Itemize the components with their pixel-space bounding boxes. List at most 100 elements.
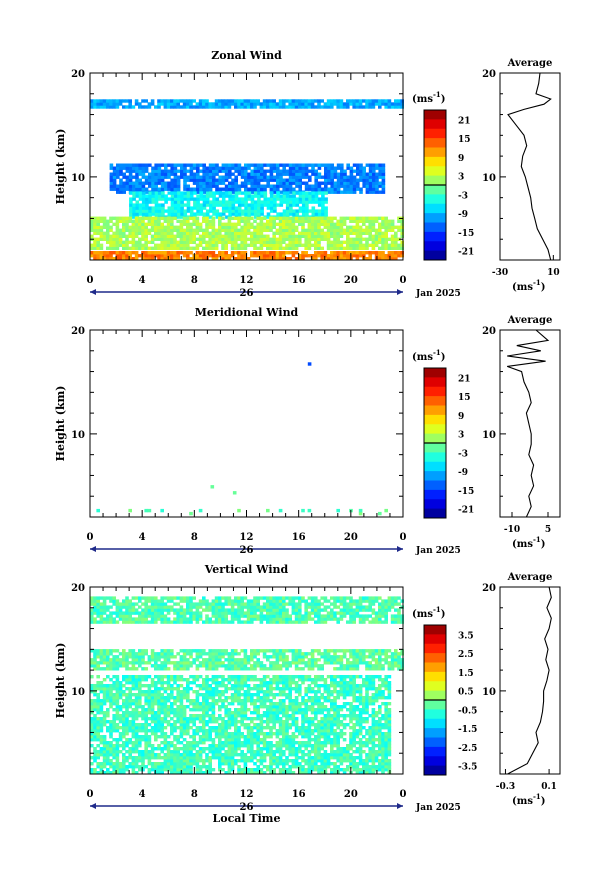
heatmap-cell xyxy=(163,620,168,624)
heatmap-cell xyxy=(144,216,148,220)
heatmap-cell xyxy=(228,187,232,191)
heatmap-cell xyxy=(230,225,235,229)
heatmap-cell xyxy=(291,243,296,247)
heatmap-cell xyxy=(317,225,321,229)
heatmap-cell xyxy=(134,219,139,223)
heatmap-cell xyxy=(352,756,356,760)
heatmap-cell xyxy=(157,212,162,216)
heatmap-cell xyxy=(295,169,299,173)
heatmap-cell xyxy=(106,658,110,662)
heatmap-cell xyxy=(346,190,350,194)
heatmap-cell xyxy=(272,605,276,609)
heatmap-cell xyxy=(176,771,180,775)
heatmap-cell xyxy=(375,190,379,194)
heatmap-cell xyxy=(285,212,290,216)
heatmap-cell xyxy=(314,649,318,653)
heatmap-cell xyxy=(298,602,302,606)
heatmap-cell xyxy=(160,169,165,173)
heatmap-cell xyxy=(394,608,398,612)
heatmap-cell xyxy=(244,181,248,185)
heatmap-cell xyxy=(294,216,299,220)
heatmap-cell xyxy=(368,599,372,603)
heatmap-cell xyxy=(116,163,120,167)
heatmap-cell xyxy=(253,200,258,204)
heatmap-cell xyxy=(285,661,289,665)
heatmap-cell xyxy=(115,216,120,220)
heatmap-cell xyxy=(225,206,229,210)
heatmap-cell xyxy=(314,762,318,766)
heatmap-cell xyxy=(294,246,299,250)
heatmap-cell xyxy=(135,181,139,185)
heatmap-cell xyxy=(173,234,177,238)
heatmap-cell xyxy=(99,225,104,229)
heatmap-cell xyxy=(250,225,254,229)
heatmap-cell xyxy=(272,753,276,757)
heatmap-cell xyxy=(96,240,100,244)
heatmap-cell xyxy=(202,246,206,250)
heatmap-cell xyxy=(151,197,156,201)
heatmap-cell xyxy=(240,768,244,772)
heatmap-cell xyxy=(131,765,136,769)
heatmap-cell xyxy=(259,661,264,665)
heatmap-cell xyxy=(250,187,254,191)
heatmap-cell xyxy=(122,228,126,232)
heatmap-cell xyxy=(243,762,248,766)
heatmap-cell xyxy=(307,759,312,763)
heatmap-cell xyxy=(397,243,401,247)
heatmap-cell xyxy=(205,105,209,109)
heatmap-cell xyxy=(237,169,242,173)
heatmap-cell xyxy=(278,759,283,763)
heatmap-cell xyxy=(147,611,152,615)
heatmap-cell xyxy=(128,753,132,757)
heatmap-cell xyxy=(317,187,322,191)
heatmap-cell xyxy=(109,172,114,176)
heatmap-cell xyxy=(263,200,268,204)
heatmap-cell xyxy=(166,246,171,250)
heatmap-cell xyxy=(122,184,126,188)
heatmap-cell xyxy=(285,667,289,671)
heatmap-cell xyxy=(333,243,337,247)
heatmap-cell xyxy=(182,765,187,769)
heatmap-cell xyxy=(374,599,379,603)
heatmap-cell xyxy=(375,184,379,188)
heatmap-cell xyxy=(381,178,386,182)
heatmap-cell xyxy=(218,234,222,238)
heatmap-cell xyxy=(253,664,257,668)
heatmap-cell xyxy=(125,228,129,232)
heatmap-cell xyxy=(166,243,171,247)
heatmap-cell xyxy=(387,99,392,103)
heatmap-cell xyxy=(237,652,241,656)
heatmap-cell xyxy=(355,762,360,766)
heatmap-cell xyxy=(340,184,344,188)
heatmap-cell xyxy=(343,172,347,176)
heatmap-cell xyxy=(368,620,372,624)
heatmap-cell xyxy=(129,212,133,216)
heatmap-cell xyxy=(208,744,212,748)
heatmap-cell xyxy=(234,750,238,754)
heatmap-cell xyxy=(221,747,225,751)
heatmap-cell xyxy=(141,765,145,769)
heatmap-cell xyxy=(288,614,292,618)
heatmap-cell xyxy=(362,759,366,763)
heatmap-cell xyxy=(256,765,260,769)
heatmap-cell xyxy=(291,655,296,659)
heatmap-cell xyxy=(273,197,277,201)
heatmap-cell xyxy=(205,605,209,609)
heatmap-cell xyxy=(179,611,184,615)
heatmap-cell xyxy=(215,197,220,201)
heatmap-cell xyxy=(333,611,337,615)
heatmap-cell xyxy=(256,771,260,775)
heatmap-cell xyxy=(307,225,312,229)
heatmap-cell xyxy=(279,163,283,167)
heatmap-cell xyxy=(381,620,385,624)
heatmap-cell xyxy=(163,608,168,612)
heatmap-cell xyxy=(355,222,360,226)
average-line xyxy=(507,329,550,518)
heatmap-cell xyxy=(276,178,280,182)
heatmap-cell xyxy=(266,178,270,182)
heatmap-cell xyxy=(237,765,241,769)
heatmap-cell xyxy=(381,102,385,106)
heatmap-cell xyxy=(368,756,372,760)
heatmap-cell xyxy=(147,240,152,244)
heatmap-cell xyxy=(170,765,174,769)
